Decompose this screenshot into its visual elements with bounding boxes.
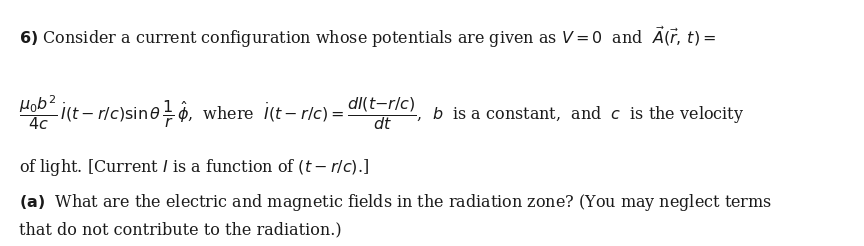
Text: $\mathbf{6)}$ Consider a current configuration whose potentials are given as $V : $\mathbf{6)}$ Consider a current configu… bbox=[19, 25, 716, 50]
Text: of light. [Current $I$ is a function of $(t - r/c)$.]: of light. [Current $I$ is a function of … bbox=[19, 157, 369, 178]
Text: $\dfrac{\mu_0 b^2}{4c}\,\dot{I}(t - r/c)\sin\theta\,\dfrac{1}{r}\,\hat{\phi}$,  : $\dfrac{\mu_0 b^2}{4c}\,\dot{I}(t - r/c)… bbox=[19, 93, 744, 132]
Text: $\mathbf{(a)}$  What are the electric and magnetic fields in the radiation zone?: $\mathbf{(a)}$ What are the electric and… bbox=[19, 192, 772, 213]
Text: that do not contribute to the radiation.): that do not contribute to the radiation.… bbox=[19, 221, 341, 238]
